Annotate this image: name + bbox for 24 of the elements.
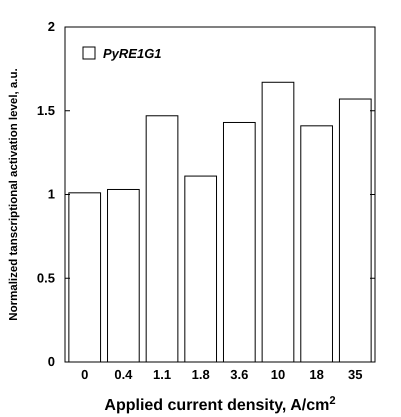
bar: [338, 98, 372, 362]
x-tick-label: 1.1: [152, 367, 172, 382]
x-tick-label: 0: [81, 367, 88, 382]
y-tick-label: 0.5: [36, 270, 55, 286]
bar: [184, 176, 218, 362]
bar: [146, 115, 178, 362]
y-axis-title: Normalized tanscriptional activation level, a.u.: [8, 68, 20, 321]
y-tick-label: 2: [48, 19, 55, 34]
x-tick-label: 35: [348, 367, 363, 382]
y-tick-label: 1: [48, 186, 55, 202]
x-tick-label: 1.8: [192, 367, 210, 382]
legend-label: PyRE1G1: [103, 46, 162, 61]
bar: [300, 125, 333, 362]
x-tick-label: 10: [270, 367, 286, 382]
bar: [107, 188, 140, 362]
bar: [262, 82, 294, 362]
y-tick-label: 0: [48, 354, 55, 370]
x-tick-label: 18: [309, 367, 324, 382]
bar: [222, 122, 256, 362]
x-tick-label: 0.4: [114, 367, 134, 382]
y-tick-label: 1.5: [36, 102, 55, 118]
x-axis-title: Applied current density, A/cm$^{2}$: [104, 395, 336, 414]
bar: [68, 192, 102, 362]
x-tick-label: 3.6: [230, 367, 248, 382]
